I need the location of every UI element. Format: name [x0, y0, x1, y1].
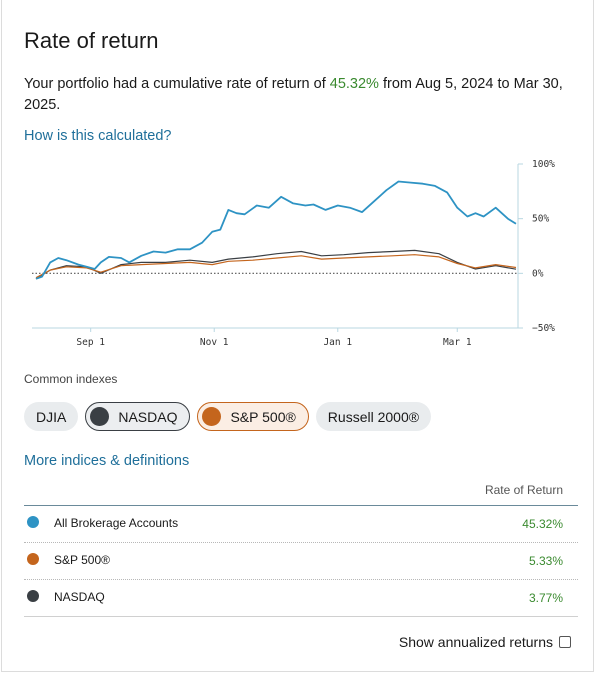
row-value: 5.33% — [528, 554, 563, 568]
x-tick-label: Jan 1 — [323, 337, 352, 348]
row-value: 3.77% — [528, 591, 563, 605]
y-tick-label: 100% — [532, 159, 555, 170]
series-line-s-p-500 — [35, 254, 517, 279]
series-line-all-brokerage-accounts — [35, 180, 517, 280]
chip-label: Russell 2000® — [327, 408, 420, 425]
x-tick-label: Nov 1 — [200, 337, 229, 348]
chip-label: S&P 500® — [230, 408, 296, 425]
y-tick-label: 50% — [532, 214, 549, 225]
chip-sp500[interactable]: S&P 500® — [197, 402, 309, 431]
row-value: 45.32% — [522, 517, 563, 531]
table-row: All Brokerage Accounts 45.32% — [24, 506, 578, 543]
chip-nasdaq[interactable]: NASDAQ — [85, 402, 191, 431]
y-tick-label: −50% — [532, 323, 555, 334]
y-tick-label: 0% — [532, 268, 544, 279]
annualized-checkbox[interactable] — [559, 636, 571, 648]
summary-text: Your portfolio had a cumulative rate of … — [24, 74, 584, 116]
table-header: Rate of Return — [24, 476, 578, 506]
how-calculated-link[interactable]: How is this calculated? — [24, 128, 172, 144]
index-chips: DJIA NASDAQ S&P 500® Russell 2000® — [24, 402, 432, 431]
sp500-color-dot-icon — [202, 407, 222, 426]
table-row: NASDAQ 3.77% — [24, 580, 578, 617]
series-color-dot-icon — [27, 516, 39, 528]
rate-of-return-column-header: Rate of Return — [484, 483, 563, 497]
series-line-nasdaq — [35, 249, 517, 280]
x-tick-label: Sep 1 — [76, 337, 105, 348]
row-name: S&P 500® — [54, 553, 110, 567]
row-name: All Brokerage Accounts — [54, 516, 179, 530]
chip-label: NASDAQ — [118, 408, 178, 425]
x-tick-label: Mar 1 — [443, 337, 472, 348]
chip-russell-2000[interactable]: Russell 2000® — [315, 402, 432, 431]
series-color-dot-icon — [27, 590, 39, 602]
summary-prefix: Your portfolio had a cumulative rate of … — [24, 76, 330, 92]
nasdaq-color-dot-icon — [90, 407, 110, 426]
summary-suffix: from Aug 5, 2024 to Mar 30, 2025. — [24, 76, 563, 113]
summary-value: 45.32% — [329, 76, 379, 92]
row-name: NASDAQ — [54, 590, 105, 604]
annualized-returns-toggle[interactable]: Show annualized returns — [399, 634, 571, 650]
more-indices-link[interactable]: More indices & definitions — [24, 453, 190, 469]
common-indexes-label: Common indexes — [24, 372, 118, 386]
table-row: S&P 500® 5.33% — [24, 543, 578, 580]
card-title: Rate of return — [24, 28, 159, 53]
chip-label: DJIA — [36, 408, 67, 425]
annualized-returns-label: Show annualized returns — [398, 634, 553, 650]
series-color-dot-icon — [27, 553, 39, 565]
rate-of-return-chart: 100% 50% 0% −50% Sep 1 Nov 1 Jan 1 Mar 1 — [32, 159, 555, 348]
chip-djia[interactable]: DJIA — [24, 402, 79, 431]
returns-table: Rate of Return All Brokerage Accounts 45… — [24, 476, 578, 617]
